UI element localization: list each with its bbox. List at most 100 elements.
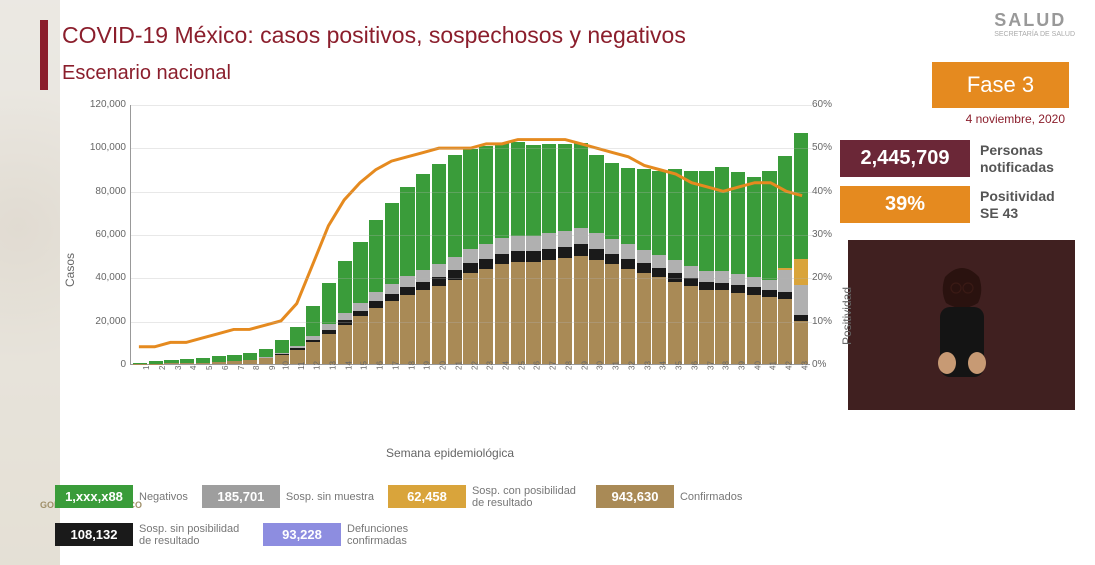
bar-segment-sosp_sin_muestra	[715, 271, 729, 282]
bar-segment-sosp_sin_pos	[621, 259, 635, 269]
bar-week: 11	[290, 327, 304, 364]
bar-segment-sosp_con_pos	[794, 259, 808, 285]
bar-segment-sosp_sin_pos	[589, 249, 603, 260]
bar-week: 6	[212, 356, 226, 364]
bar-segment-negativos	[385, 203, 399, 283]
bar-week: 27	[542, 144, 556, 364]
bar-week: 26	[526, 145, 540, 364]
y-right-tick: 20%	[812, 272, 852, 283]
bar-segment-sosp_sin_pos	[605, 254, 619, 264]
x-tick-label: 31	[612, 361, 621, 370]
bar-week: 2	[149, 361, 163, 364]
x-tick-label: 42	[785, 361, 794, 370]
salud-logo: SALUD SECRETARÍA DE SALUD	[994, 10, 1075, 38]
bar-segment-negativos	[715, 167, 729, 271]
x-tick-label: 37	[706, 361, 715, 370]
bar-segment-sosp_sin_muestra	[778, 270, 792, 292]
x-tick-label: 7	[236, 366, 245, 370]
legend-value: 93,228	[263, 523, 341, 546]
bar-segment-sosp_sin_muestra	[369, 292, 383, 302]
x-tick-label: 19	[423, 361, 432, 370]
bar-segment-sosp_sin_muestra	[699, 271, 713, 282]
legend-value: 62,458	[388, 485, 466, 508]
bar-week: 34	[652, 171, 666, 364]
bar-segment-negativos	[479, 146, 493, 244]
x-tick-label: 24	[502, 361, 511, 370]
x-tick-label: 6	[221, 366, 230, 370]
sign-language-interpreter	[848, 240, 1075, 410]
legend-value: 185,701	[202, 485, 280, 508]
bar-segment-sosp_sin_muestra	[416, 270, 430, 282]
x-tick-label: 26	[533, 361, 542, 370]
bar-segment-confirmados	[227, 361, 241, 364]
bar-segment-confirmados	[463, 273, 477, 364]
bar-segment-sosp_sin_pos	[463, 263, 477, 273]
bar-week: 15	[353, 242, 367, 364]
bar-week: 20	[432, 164, 446, 364]
bar-segment-negativos	[463, 149, 477, 249]
x-tick-label: 23	[486, 361, 495, 370]
x-tick-label: 43	[801, 361, 810, 370]
x-tick-label: 40	[753, 361, 762, 370]
x-tick-label: 30	[596, 361, 605, 370]
bar-segment-sosp_sin_muestra	[652, 255, 666, 268]
bar-segment-negativos	[574, 143, 588, 228]
x-tick-label: 38	[722, 361, 731, 370]
bar-segment-confirmados	[668, 282, 682, 364]
bar-segment-sosp_sin_pos	[479, 259, 493, 269]
bar-week: 39	[731, 172, 745, 364]
bar-segment-confirmados	[574, 256, 588, 364]
bar-week: 19	[416, 174, 430, 364]
x-tick-label: 20	[439, 361, 448, 370]
chart-plot-area: 1234567891011121314151617181920212223242…	[130, 105, 810, 365]
bar-segment-confirmados	[762, 297, 776, 364]
stat-value-1: 39%	[840, 186, 970, 223]
legend-label: Sosp. sin muestra	[286, 491, 374, 503]
bar-segment-confirmados	[699, 290, 713, 364]
bar-segment-sosp_sin_muestra	[794, 285, 808, 315]
y-right-tick: 50%	[812, 142, 852, 153]
bar-segment-sosp_sin_muestra	[353, 303, 367, 311]
bar-segment-negativos	[275, 340, 289, 353]
bar-segment-confirmados	[400, 295, 414, 364]
page-subtitle: Escenario nacional	[62, 62, 231, 85]
legend-label: Negativos	[139, 491, 188, 503]
x-tick-label: 29	[580, 361, 589, 370]
stat-label-0: Personas notificadas	[980, 142, 1075, 174]
bar-segment-sosp_sin_pos	[778, 292, 792, 299]
bar-segment-negativos	[652, 171, 666, 256]
page-title: COVID-19 México: casos positivos, sospec…	[62, 22, 686, 49]
bar-segment-sosp_sin_muestra	[385, 284, 399, 294]
legend-value: 943,630	[596, 485, 674, 508]
x-tick-label: 22	[470, 361, 479, 370]
bar-segment-sosp_sin_muestra	[338, 313, 352, 320]
stat-positividad: 39% Positividad SE 43	[840, 186, 1075, 223]
bar-week: 31	[605, 163, 619, 364]
bar-segment-negativos	[526, 145, 540, 236]
bar-segment-negativos	[605, 163, 619, 239]
bar-segment-negativos	[290, 327, 304, 347]
bar-segment-confirmados	[416, 290, 430, 364]
bar-segment-sosp_sin_muestra	[731, 274, 745, 285]
bar-week: 28	[558, 144, 572, 364]
bar-segment-negativos	[448, 155, 462, 257]
bar-segment-confirmados	[715, 290, 729, 364]
bar-segment-confirmados	[558, 258, 572, 364]
bar-segment-sosp_sin_pos	[747, 287, 761, 294]
bar-segment-sosp_sin_muestra	[463, 249, 477, 263]
bar-week: 3	[164, 360, 178, 364]
bar-segment-confirmados	[322, 334, 336, 364]
bar-segment-negativos	[699, 171, 713, 271]
bar-week: 25	[511, 142, 525, 364]
bar-segment-confirmados	[164, 363, 178, 364]
x-tick-label: 2	[158, 366, 167, 370]
bar-segment-confirmados	[353, 316, 367, 364]
bar-week: 4	[180, 359, 194, 364]
bar-segment-confirmados	[338, 325, 352, 364]
bar-segment-sosp_sin_pos	[652, 268, 666, 277]
x-axis-label: Semana epidemiológica	[70, 446, 830, 460]
bar-week: 33	[637, 169, 651, 364]
bar-segment-sosp_sin_muestra	[762, 280, 776, 290]
stat-value-0: 2,445,709	[840, 140, 970, 177]
bar-week: 9	[259, 349, 273, 364]
